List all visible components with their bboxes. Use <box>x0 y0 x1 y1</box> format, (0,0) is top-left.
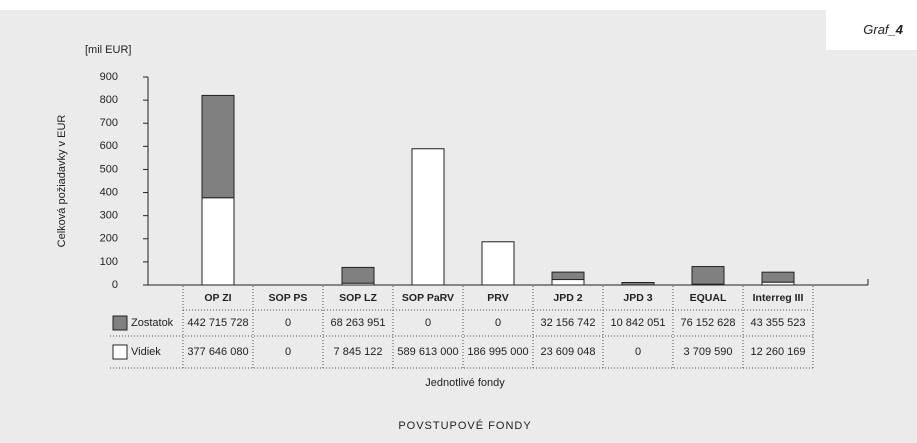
badge-box <box>826 10 917 50</box>
legend-swatch <box>112 344 128 360</box>
data-label: 7 845 122 <box>334 346 383 358</box>
y-tick-label: 500 <box>100 163 118 175</box>
data-label: 32 156 742 <box>540 317 595 329</box>
bar-segment <box>551 279 585 286</box>
data-label: 68 263 951 <box>330 317 385 329</box>
data-label: 10 842 051 <box>610 317 665 329</box>
bar-segment <box>201 94 235 199</box>
y-tick-label: 400 <box>100 186 118 198</box>
y-axis-label: Celková požiadavky v EUR <box>56 115 68 248</box>
y-tick-label: 200 <box>100 233 118 245</box>
data-label: 12 260 169 <box>750 346 805 358</box>
data-label: 377 646 080 <box>187 346 248 358</box>
figure-label: Graf_4 <box>863 22 904 37</box>
x-tick-label: JPD 2 <box>553 292 582 304</box>
bar-segment <box>411 148 445 286</box>
x-tick-label: PRV <box>487 292 508 304</box>
bar-segment <box>761 271 795 283</box>
data-label: 0 <box>635 346 641 358</box>
data-label: 589 613 000 <box>397 346 458 358</box>
data-label: 442 715 728 <box>187 317 248 329</box>
data-label: 43 355 523 <box>750 317 805 329</box>
x-tick-label: SOP LZ <box>339 292 377 304</box>
footer: POVSTUPOVÉ FONDY <box>398 419 531 432</box>
x-tick-label: SOP PS <box>269 292 308 304</box>
legend-swatch <box>112 315 128 331</box>
bar-segment <box>621 281 655 286</box>
y-tick-label: 300 <box>100 210 118 222</box>
y-tick-label: 900 <box>100 71 118 83</box>
data-label: 76 152 628 <box>680 317 735 329</box>
data-label: 0 <box>495 317 501 329</box>
bar-segment <box>691 266 725 285</box>
legend-label: Vidiek <box>131 346 161 358</box>
bar-segment <box>481 241 515 286</box>
y-tick-label: 600 <box>100 140 118 152</box>
figure-label-prefix: Graf_ <box>863 22 896 37</box>
data-label: 23 609 048 <box>540 346 595 358</box>
data-label: 186 995 000 <box>467 346 528 358</box>
panel <box>0 10 917 443</box>
bar-segment <box>551 271 585 281</box>
y-tick-label: 100 <box>100 256 118 268</box>
data-label: 0 <box>285 317 291 329</box>
y-tick-label: 800 <box>100 94 118 106</box>
x-tick-label: Interreg III <box>753 292 804 304</box>
x-tick-label: EQUAL <box>690 292 727 304</box>
x-tick-label: OP ZI <box>204 292 231 304</box>
data-label: 3 709 590 <box>684 346 733 358</box>
x-tick-label: SOP PaRV <box>402 292 454 304</box>
legend-label: Zostatok <box>131 317 174 329</box>
x-axis-label: Jednotlivé fondy <box>425 377 505 389</box>
data-label: 0 <box>285 346 291 358</box>
figure-label-number: 4 <box>895 22 904 37</box>
y-tick-label: 0 <box>112 279 118 291</box>
data-label: 0 <box>425 317 431 329</box>
unit-label: [mil EUR] <box>85 44 131 56</box>
y-tick-label: 700 <box>100 117 118 129</box>
bar-segment <box>201 197 235 286</box>
bar-segment <box>341 266 375 284</box>
x-tick-label: JPD 3 <box>623 292 652 304</box>
